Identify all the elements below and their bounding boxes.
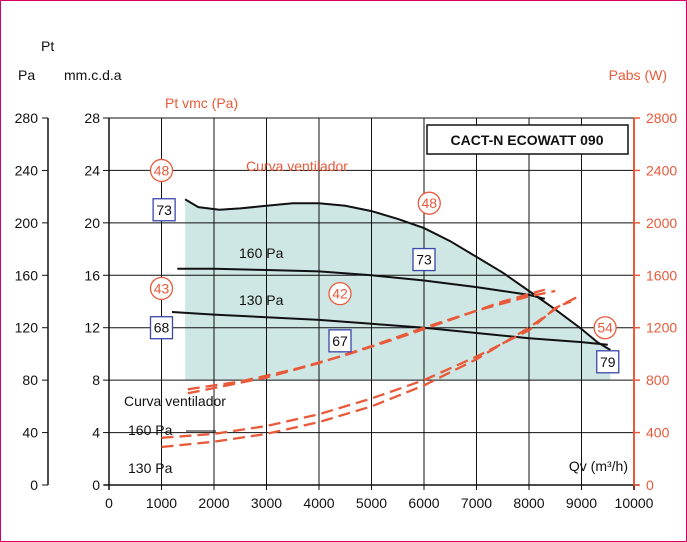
circled-badge-text: 43 bbox=[154, 280, 170, 296]
y-power-tick-label: 0 bbox=[646, 477, 654, 493]
title-box bbox=[426, 124, 629, 155]
y-mm-tick-label: 0 bbox=[92, 477, 100, 493]
boxed-badge bbox=[152, 198, 176, 222]
power-line bbox=[161, 300, 572, 449]
chart-title: CACT-N ECOWATT 090 bbox=[451, 132, 604, 148]
y-pa-label-top: Pt bbox=[41, 38, 54, 54]
y-power-tick-label: 800 bbox=[646, 372, 670, 388]
boxed-badge-text: 73 bbox=[416, 252, 432, 268]
power-legend-160: 160 Pa bbox=[128, 422, 173, 438]
pt-vmc-label: Pt vmc (Pa) bbox=[165, 95, 238, 111]
circled-badge bbox=[328, 281, 352, 306]
y-mm-label: mm.c.d.a bbox=[64, 67, 122, 83]
y-power-tick-label: 1600 bbox=[646, 267, 677, 283]
y-mm-tick-label: 4 bbox=[92, 425, 100, 441]
power-legend-curva: Curva ventilador bbox=[124, 393, 226, 409]
circled-badge bbox=[149, 158, 174, 183]
y-power-tick-label: 1200 bbox=[646, 320, 677, 336]
y-mm-tick-label: 8 bbox=[92, 372, 100, 388]
x-axis-label: Qv (m³/h) bbox=[569, 458, 628, 474]
circled-badge-text: 48 bbox=[421, 195, 437, 211]
boxed-badge-text: 67 bbox=[332, 333, 348, 349]
y-power-tick-label: 2000 bbox=[646, 215, 677, 231]
boxed-badge-text: 68 bbox=[154, 320, 170, 336]
x-tick-label: 0 bbox=[105, 495, 113, 511]
power-line bbox=[187, 289, 556, 395]
x-tick-label: 6000 bbox=[408, 495, 439, 511]
y-power-label: Pabs (W) bbox=[609, 67, 667, 83]
vmc-label-160: 160 Pa bbox=[239, 245, 284, 261]
x-tick-label: 4000 bbox=[303, 495, 334, 511]
x-tick-label: 10000 bbox=[615, 495, 654, 511]
y-pa-tick-label: 40 bbox=[22, 425, 38, 441]
x-tick-label: 7000 bbox=[461, 495, 492, 511]
y-pa-tick-label: 160 bbox=[15, 267, 39, 283]
y-pa-tick-label: 0 bbox=[30, 477, 38, 493]
y-mm-tick-label: 16 bbox=[84, 267, 100, 283]
circled-badge-text: 48 bbox=[154, 162, 170, 178]
y-pa-tick-label: 120 bbox=[15, 320, 39, 336]
circled-badge bbox=[593, 316, 617, 340]
pressure-curve-line bbox=[177, 267, 546, 300]
vmc-label-130: 130 Pa bbox=[239, 292, 284, 308]
y-mm-tick-label: 12 bbox=[84, 320, 100, 336]
x-tick-label: 5000 bbox=[356, 495, 387, 511]
x-tick-label: 8000 bbox=[513, 495, 544, 511]
circled-badge-text: 54 bbox=[597, 320, 613, 336]
circled-badge-text: 42 bbox=[332, 286, 348, 302]
y-mm-tick-label: 24 bbox=[84, 162, 100, 178]
circled-badge bbox=[417, 191, 441, 215]
operating-zone bbox=[185, 199, 611, 381]
power-legend-130: 130 Pa bbox=[128, 460, 173, 476]
x-tick-label: 2000 bbox=[198, 495, 229, 511]
x-tick-label: 1000 bbox=[146, 495, 177, 511]
y-pa-tick-label: 200 bbox=[15, 215, 39, 231]
boxed-badge bbox=[412, 247, 436, 272]
boxed-badge-text: 79 bbox=[600, 354, 616, 370]
boxed-badge bbox=[596, 350, 620, 374]
y-power-tick-label: 2400 bbox=[646, 162, 677, 178]
x-tick-label: 9000 bbox=[566, 495, 597, 511]
y-pa-tick-label: 240 bbox=[15, 162, 39, 178]
x-tick-label: 3000 bbox=[251, 495, 282, 511]
y-pa-label: Pa bbox=[18, 67, 35, 83]
boxed-badge bbox=[149, 316, 174, 340]
circled-badge bbox=[149, 276, 174, 301]
y-power-tick-label: 400 bbox=[646, 425, 670, 441]
y-power-tick-label: 2800 bbox=[646, 110, 677, 126]
y-mm-tick-label: 20 bbox=[84, 215, 100, 231]
pressure-curve-line bbox=[171, 311, 608, 346]
y-pa-tick-label: 80 bbox=[22, 372, 38, 388]
curve-label: Curva ventilador bbox=[246, 158, 348, 174]
y-pa-tick-label: 280 bbox=[15, 110, 39, 126]
y-mm-tick-label: 28 bbox=[84, 110, 100, 126]
boxed-badge bbox=[328, 329, 352, 353]
boxed-badge-text: 73 bbox=[156, 202, 172, 218]
